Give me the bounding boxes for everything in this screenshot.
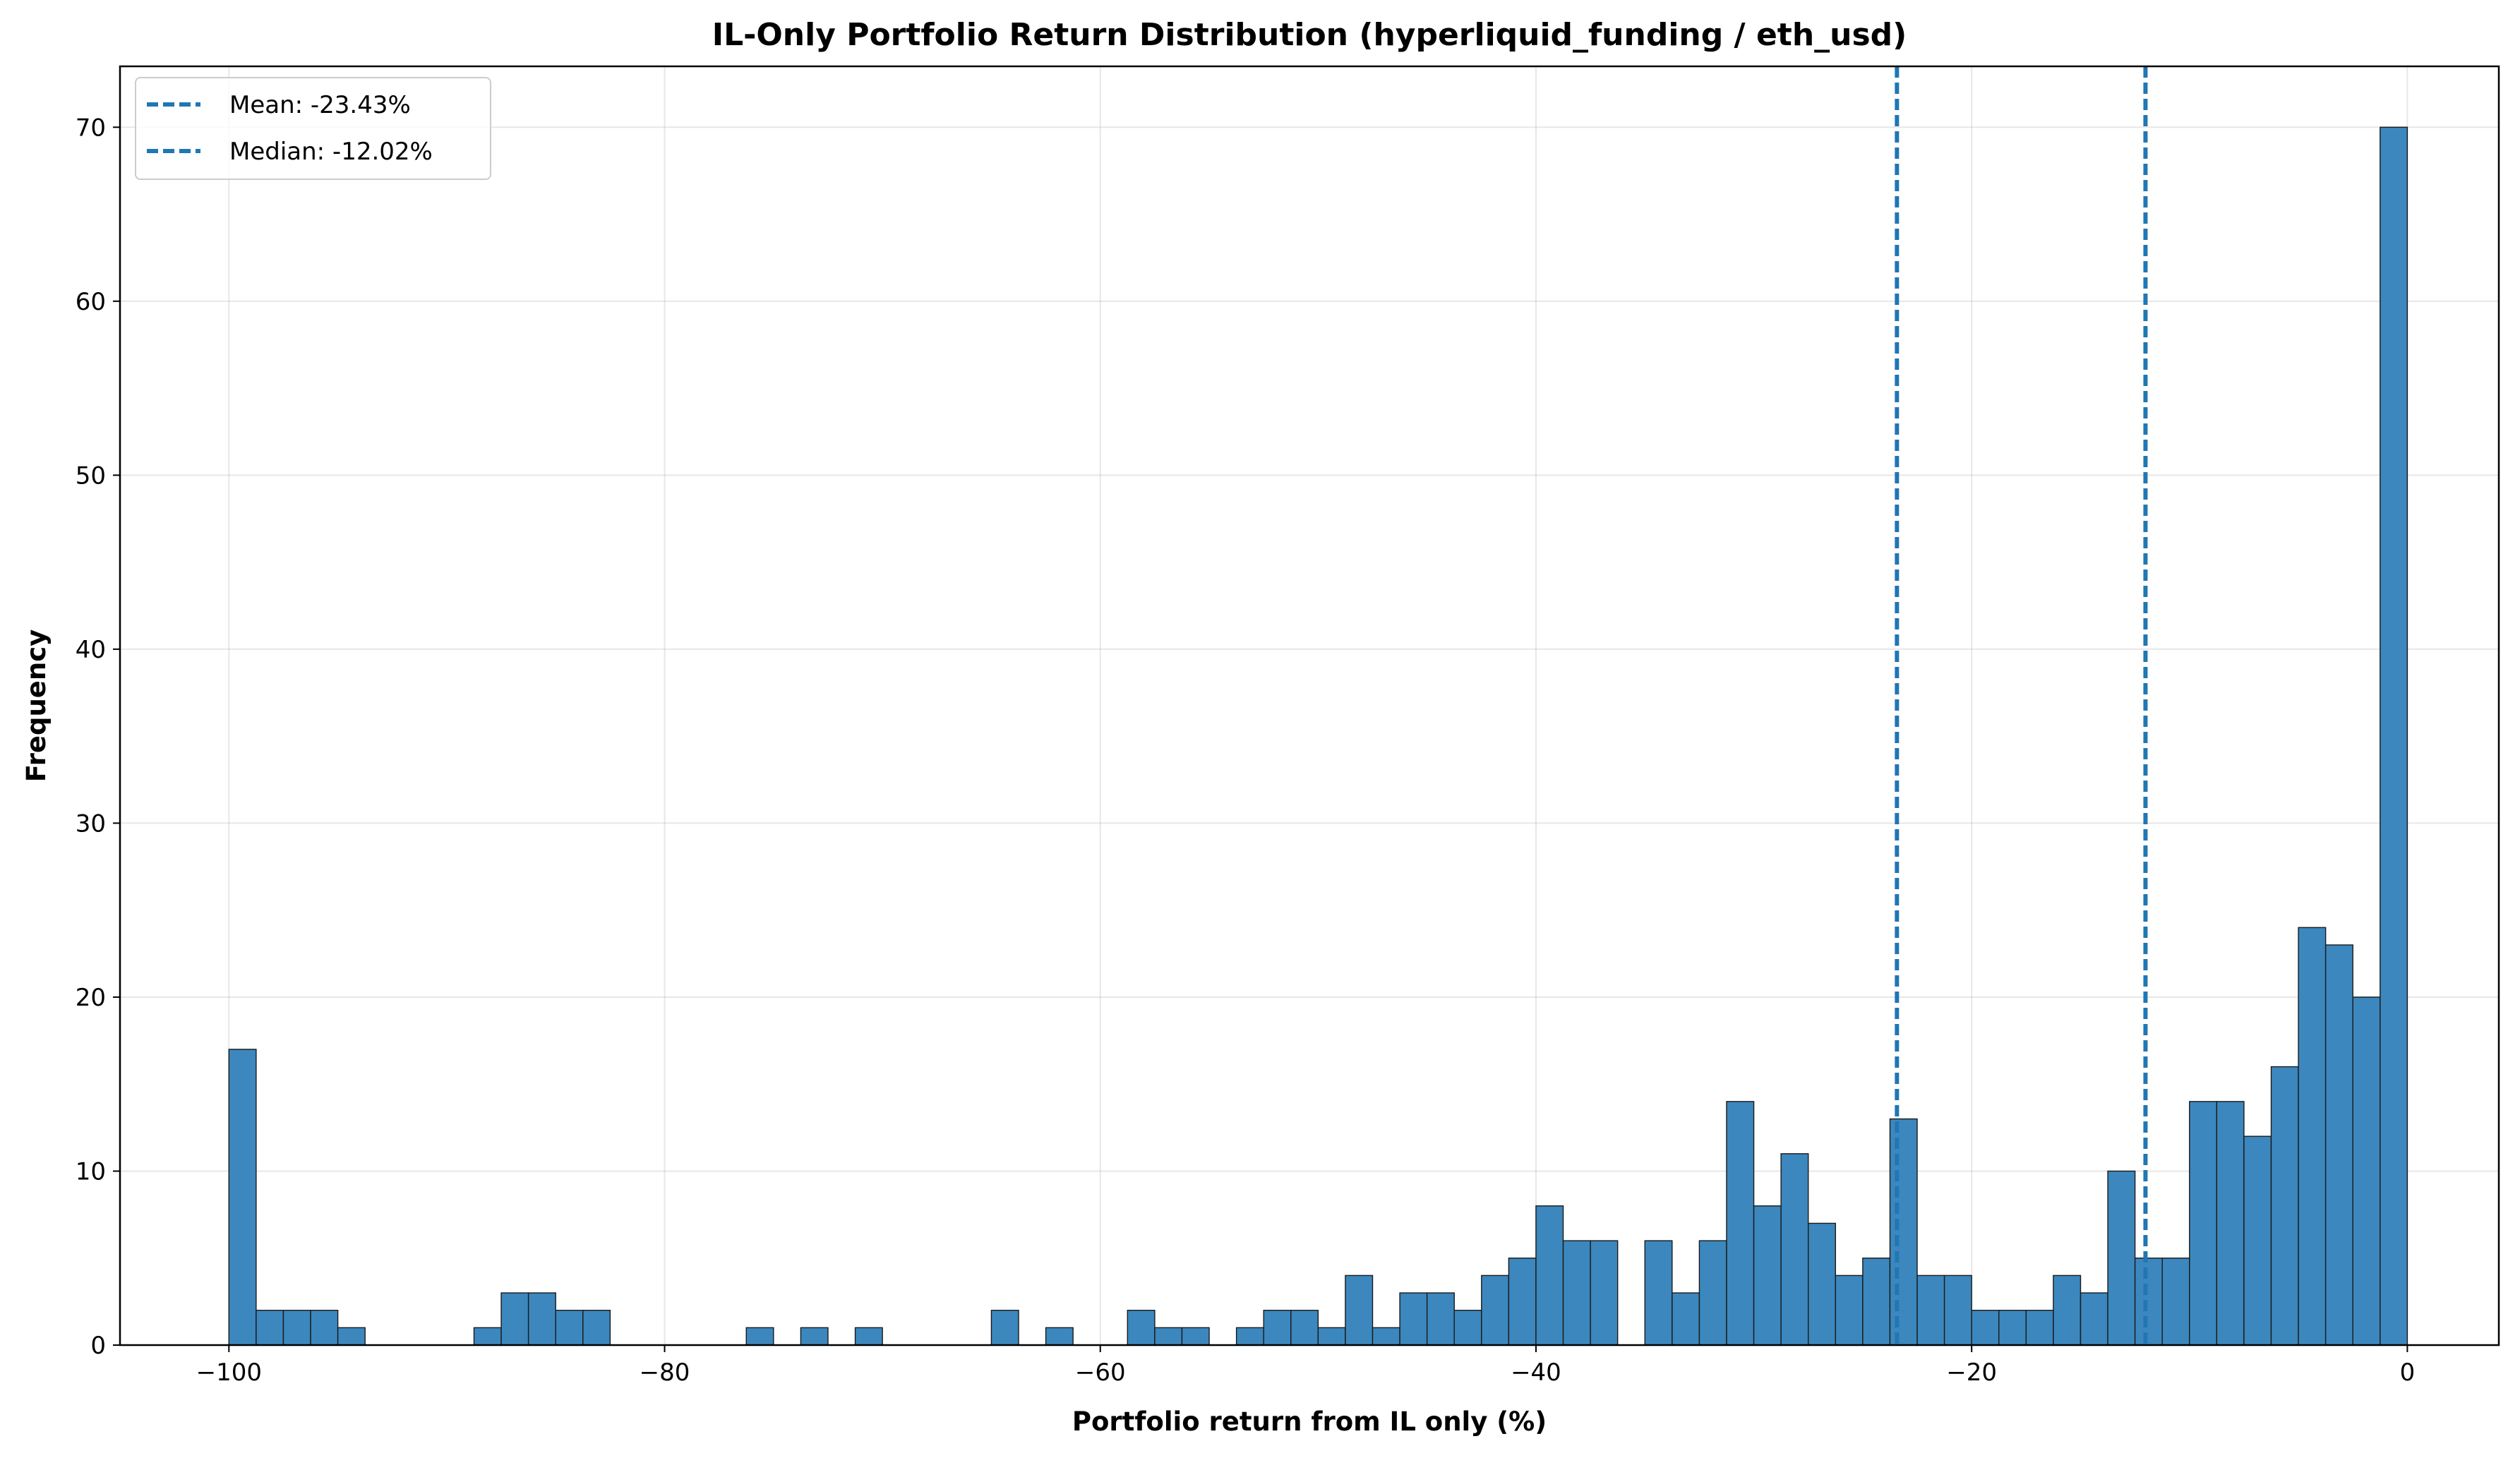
histogram-bar <box>1943 1275 1972 1346</box>
histogram-bar <box>1317 1327 1346 1346</box>
histogram-bars <box>228 126 2408 1346</box>
histogram-bar <box>1453 1309 1482 1346</box>
histogram-bar <box>228 1049 257 1346</box>
x-tick-label: −40 <box>1511 1358 1561 1387</box>
histogram-bar <box>1644 1240 1673 1346</box>
chart-title: IL-Only Portfolio Return Distribution (h… <box>712 17 1907 53</box>
histogram-bar <box>473 1327 502 1346</box>
histogram-bar <box>2189 1101 2218 1346</box>
x-tick-label: −20 <box>1946 1358 1997 1387</box>
histogram-bar <box>1672 1292 1700 1346</box>
x-tick-label: −60 <box>1075 1358 1126 1387</box>
histogram-bar <box>2243 1135 2272 1346</box>
legend-median-label: Median: -12.02% <box>229 138 433 166</box>
histogram-bar <box>854 1327 883 1346</box>
y-tick-label: 20 <box>76 984 106 1012</box>
histogram-bar <box>2053 1275 2082 1346</box>
histogram-bar <box>1481 1275 1510 1346</box>
legend: Mean: -23.43% Median: -12.02% <box>135 77 491 180</box>
histogram-bar <box>2080 1292 2108 1346</box>
histogram-bar <box>1835 1275 1864 1346</box>
x-axis-title: Portfolio return from IL only (%) <box>1072 1406 1547 1437</box>
histogram-bar <box>555 1309 584 1346</box>
histogram-bar <box>1590 1240 1619 1346</box>
x-tick-label: −100 <box>196 1358 262 1387</box>
histogram-bar <box>2134 1258 2163 1346</box>
histogram-bar <box>256 1309 284 1346</box>
histogram-bar <box>1998 1309 2027 1346</box>
histogram-bar <box>1154 1327 1183 1346</box>
histogram-bar <box>1399 1292 1428 1346</box>
plot-frame <box>119 65 2500 1346</box>
histogram-bar <box>337 1327 366 1346</box>
histogram-bar <box>1045 1327 1074 1346</box>
histogram-bar <box>1235 1327 1264 1346</box>
legend-box <box>135 77 491 180</box>
histogram-bar <box>1562 1240 1591 1346</box>
axis-ticks: −100 −80 −60 −40 −20 0 0 10 20 30 40 50 60 70 <box>76 114 2415 1387</box>
histogram-bar <box>1889 1118 1918 1346</box>
histogram-bar <box>527 1292 556 1346</box>
histogram-bar <box>2025 1309 2054 1346</box>
histogram-bar <box>1726 1101 1755 1346</box>
y-tick-label: 0 <box>90 1332 106 1360</box>
histogram-bar <box>1181 1327 1210 1346</box>
y-tick-label: 70 <box>76 114 106 142</box>
histogram-bar <box>1127 1309 1156 1346</box>
histogram-bar <box>990 1309 1019 1346</box>
histogram-bar <box>745 1327 774 1346</box>
histogram-bar <box>800 1327 829 1346</box>
y-tick-label: 10 <box>76 1157 106 1186</box>
histogram-bar <box>1971 1309 2000 1346</box>
histogram-bar <box>1698 1240 1727 1346</box>
grid <box>120 66 2499 1346</box>
histogram-bar <box>500 1292 529 1346</box>
x-tick-label: 0 <box>2400 1358 2416 1387</box>
histogram-bar <box>1426 1292 1455 1346</box>
histogram-bar <box>1508 1258 1537 1346</box>
y-tick-label: 50 <box>76 462 106 490</box>
histogram-bar <box>2161 1258 2190 1346</box>
x-tick-label: −80 <box>640 1358 690 1387</box>
legend-mean-label: Mean: -23.43% <box>229 91 411 119</box>
histogram-bar <box>2380 126 2408 1346</box>
y-tick-label: 30 <box>76 809 106 838</box>
histogram-bar <box>2107 1170 2136 1346</box>
y-tick-label: 60 <box>76 288 106 316</box>
histogram-bar <box>282 1309 311 1346</box>
histogram-bar <box>2324 944 2353 1346</box>
histogram-bar <box>582 1309 611 1346</box>
histogram-bar <box>1780 1153 1809 1346</box>
y-tick-label: 40 <box>76 636 106 664</box>
histogram-bar <box>1753 1205 1782 1346</box>
histogram-bar <box>1535 1205 1564 1346</box>
histogram-bar <box>1290 1309 1319 1346</box>
histogram-bar <box>2216 1101 2245 1346</box>
reference-lines <box>1895 66 2148 1345</box>
histogram-bar <box>2270 1066 2299 1346</box>
histogram-bar <box>1345 1275 1374 1346</box>
y-axis-title: Frequency <box>21 629 52 783</box>
histogram-bar <box>1808 1222 1836 1346</box>
histogram-bar <box>1862 1258 1891 1346</box>
histogram-bar <box>1916 1275 1945 1346</box>
histogram-bar <box>2298 927 2327 1346</box>
histogram-bar <box>1372 1327 1400 1346</box>
histogram-bar <box>310 1309 339 1346</box>
histogram-bar <box>1263 1309 1292 1346</box>
histogram-bar <box>2352 996 2381 1346</box>
